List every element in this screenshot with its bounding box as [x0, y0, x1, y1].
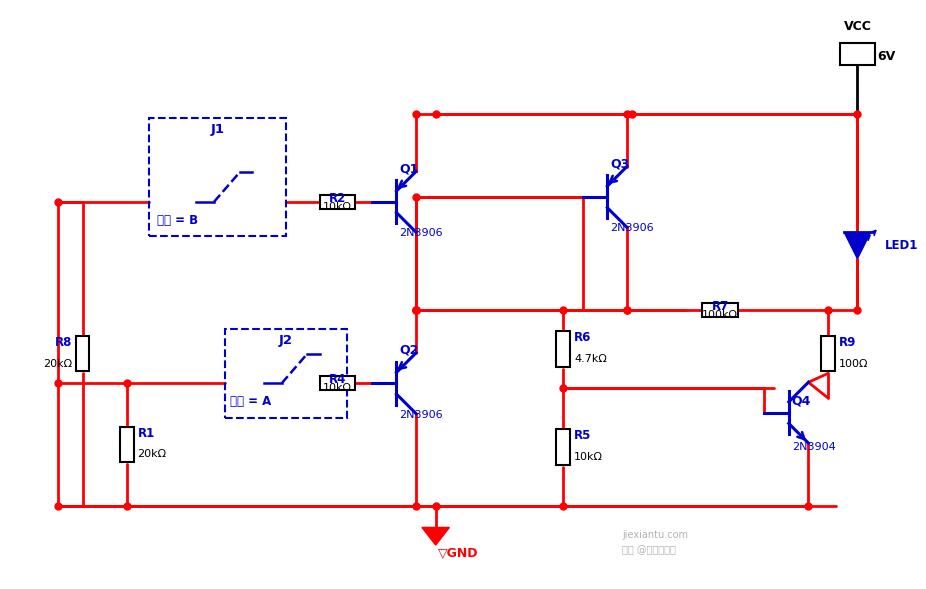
Bar [149, 118, 285, 236]
Text: jiexiantu.com: jiexiantu.com [622, 530, 688, 540]
Text: ▽GND: ▽GND [438, 547, 478, 560]
Text: R7: R7 [711, 300, 729, 313]
Text: 20kΩ: 20kΩ [138, 449, 167, 459]
Text: 10kΩ: 10kΩ [323, 201, 352, 211]
Text: 按键 = A: 按键 = A [230, 395, 271, 408]
Text: 100kΩ: 100kΩ [702, 309, 738, 319]
Text: 2N3906: 2N3906 [399, 229, 443, 239]
Text: R2: R2 [329, 192, 346, 205]
Text: Q3: Q3 [610, 157, 630, 170]
Bar [557, 429, 570, 465]
Text: R6: R6 [574, 331, 592, 344]
Text: VCC: VCC [844, 20, 871, 33]
Text: J2: J2 [279, 334, 294, 348]
Text: R8: R8 [55, 336, 72, 349]
Bar [119, 427, 133, 462]
Text: Q1: Q1 [399, 163, 419, 176]
Text: Q4: Q4 [792, 395, 811, 408]
Bar [840, 43, 875, 65]
Text: 100Ω: 100Ω [839, 359, 869, 369]
Text: R4: R4 [329, 373, 346, 386]
Text: 头条 @快乐不一样: 头条 @快乐不一样 [622, 545, 676, 555]
Text: 6V: 6V [877, 50, 895, 63]
Text: LED1: LED1 [885, 240, 919, 253]
Text: 按键 = B: 按键 = B [157, 214, 198, 227]
Bar [320, 195, 356, 209]
Text: R1: R1 [138, 426, 155, 439]
Text: 4.7kΩ: 4.7kΩ [574, 354, 607, 364]
Text: 10kΩ: 10kΩ [323, 383, 352, 393]
Text: J1: J1 [210, 123, 224, 137]
Text: 2N3906: 2N3906 [610, 223, 654, 233]
Bar [821, 336, 835, 372]
Polygon shape [422, 527, 449, 545]
Text: R5: R5 [574, 429, 592, 442]
Bar [703, 303, 738, 316]
Polygon shape [845, 233, 870, 259]
Bar [320, 376, 356, 390]
Text: 2N3904: 2N3904 [792, 442, 835, 452]
Text: Q2: Q2 [399, 344, 419, 357]
Text: 20kΩ: 20kΩ [43, 359, 72, 369]
Bar [76, 336, 90, 372]
Text: 10kΩ: 10kΩ [574, 452, 603, 462]
Text: 2N3906: 2N3906 [399, 410, 443, 420]
Bar [557, 331, 570, 366]
Text: R9: R9 [839, 336, 857, 349]
Bar [225, 329, 347, 418]
